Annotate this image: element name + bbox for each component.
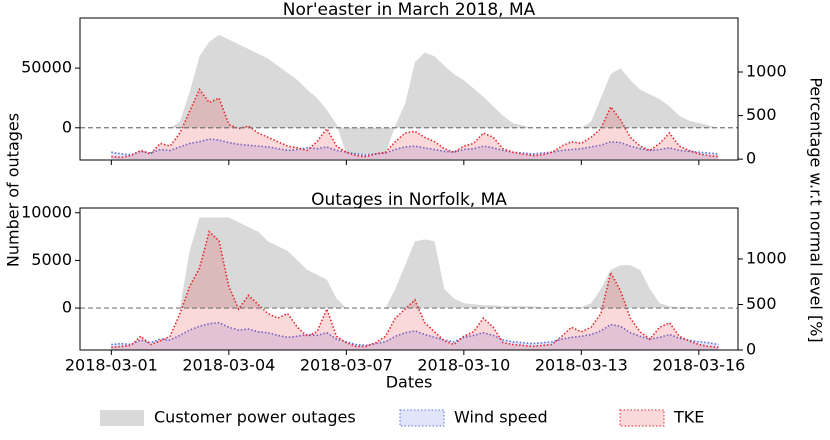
y-tick-label: 50000 [21,58,72,77]
series-line [111,138,719,156]
x-tick-label: 2018-03-01 [65,356,158,375]
y2-tick-label: 0 [746,149,756,168]
y2-tick-label: 1000 [746,248,787,267]
y-tick-label: 0 [62,298,72,317]
chart-title: Outages in Norfolk, MA [311,190,507,210]
plot-area [111,217,719,350]
area-fill [111,322,719,350]
y2-tick-label: 500 [746,105,777,124]
chart-title: Nor'easter in March 2018, MA [283,0,536,20]
legend-label: TKE [673,408,704,427]
area-fill [111,231,719,350]
y2-tick-label: 0 [746,340,756,359]
plot-frame [79,207,739,351]
plot-area [111,34,719,160]
y-tick-label: 0 [62,117,72,136]
plot-frame [79,17,739,161]
x-tick-label: 2018-03-10 [417,356,510,375]
y2-axis-label: Percentage w.r.t normal level [%] [807,77,826,342]
x-tick-label: 2018-03-13 [535,356,628,375]
y2-tick-label: 1000 [746,62,787,81]
series-line [111,230,719,349]
y-tick-label: 5000 [31,250,72,269]
legend-swatch [619,409,665,427]
y2-tick-label: 500 [746,294,777,313]
area-fill [111,217,719,309]
y-tick-label: 10000 [21,202,72,221]
x-tick-label: 2018-03-16 [652,356,745,375]
legend-label: Wind speed [454,408,548,427]
legend-swatch [100,410,144,426]
legend-swatch [399,409,445,427]
y-axis-label: Number of outages [4,113,23,267]
x-axis-label: Dates [386,373,433,392]
area-fill [111,139,719,160]
x-tick-label: 2018-03-04 [182,356,275,375]
x-tick-label: 2018-03-07 [300,356,393,375]
area-fill [111,89,719,160]
legend-label: Customer power outages [154,408,356,427]
area-fill [111,34,719,155]
